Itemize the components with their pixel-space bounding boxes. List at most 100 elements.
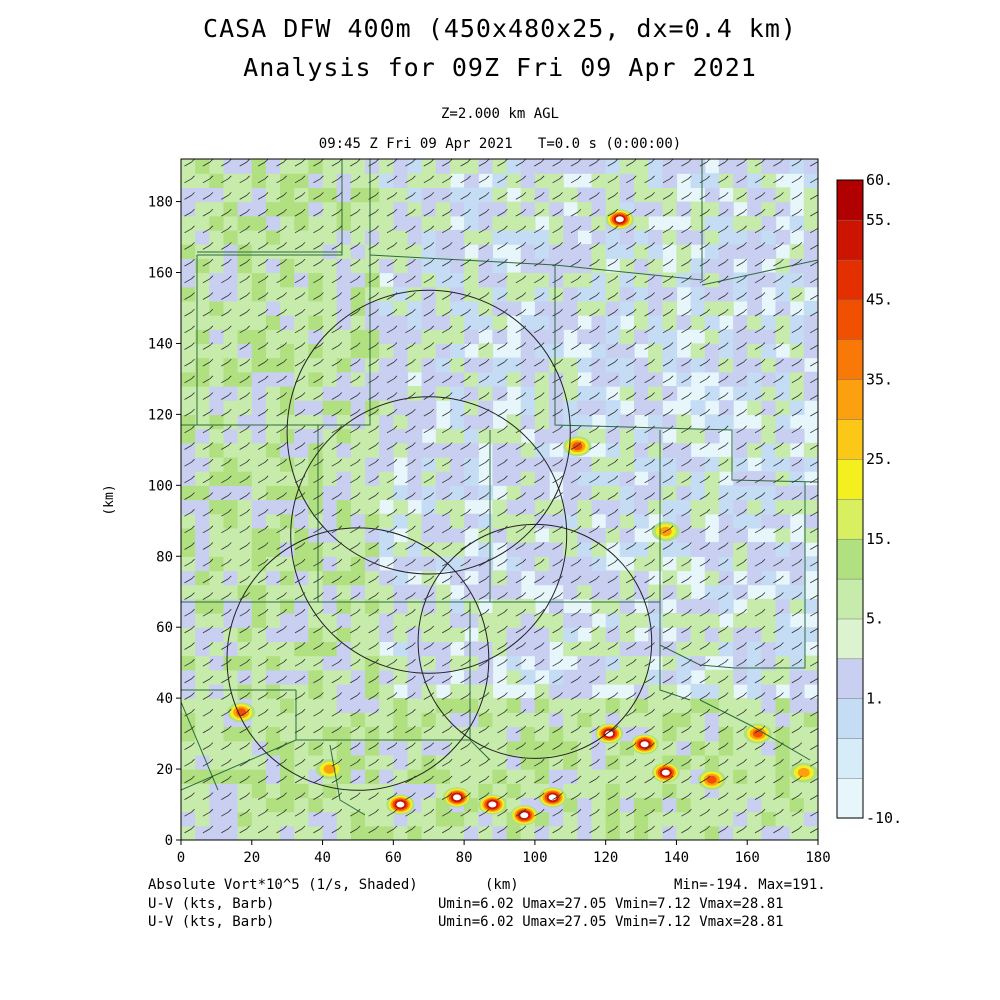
vorticity-cell (492, 627, 508, 642)
wind-barb (791, 325, 803, 334)
wind-barb (386, 475, 398, 484)
wind-barb (534, 308, 545, 317)
wind-barb (184, 225, 195, 234)
vorticity-cell (534, 173, 550, 188)
vorticity-cell (563, 272, 578, 288)
vorticity-cell (365, 201, 380, 217)
wind-barb (368, 392, 379, 400)
vorticity-cell (563, 286, 578, 302)
wind-barb (405, 825, 416, 834)
wind-barb (515, 492, 527, 500)
wind-barb (405, 342, 416, 350)
vorticity-cell (265, 272, 281, 288)
vorticity-cell (662, 542, 678, 557)
wind-barb (184, 358, 195, 367)
vorticity-cell (591, 215, 607, 231)
wind-barb (294, 558, 306, 567)
wind-barb (276, 592, 287, 600)
vorticity-cell (251, 371, 267, 387)
vorticity-cell (407, 726, 423, 742)
wind-barb (662, 725, 674, 734)
vorticity-cell (747, 329, 762, 345)
wind-barb (497, 758, 508, 767)
vorticity-cell (181, 485, 196, 501)
vorticity-cell (534, 485, 550, 501)
wind-barb (681, 658, 692, 667)
vorticity-cell (237, 173, 253, 188)
wind-barb (626, 542, 637, 550)
vorticity-cell (294, 258, 309, 274)
wind-barb (552, 808, 563, 817)
wind-barb (570, 275, 582, 284)
wind-barb (386, 725, 398, 734)
vorticity-cell (195, 598, 210, 614)
wind-barb (386, 325, 398, 334)
wind-barb (386, 442, 398, 450)
wind-barb (773, 658, 784, 667)
vorticity-cell (506, 641, 522, 657)
vorticity-cell (676, 499, 692, 515)
vorticity-cell (704, 258, 720, 274)
vorticity-cell (733, 669, 748, 685)
vorticity-cell (761, 683, 777, 699)
vorticity-cell (265, 683, 281, 699)
vorticity-cell (591, 499, 607, 515)
wind-barb (460, 458, 471, 467)
wind-barb (257, 275, 269, 284)
vorticity-cell (209, 542, 225, 557)
wind-barb (239, 292, 250, 300)
vorticity-cell (350, 613, 366, 628)
vorticity-cell (393, 272, 409, 288)
wind-barb (534, 675, 545, 684)
wind-barb (534, 208, 545, 217)
vorticity-cell (336, 286, 352, 302)
vorticity-cell (520, 201, 536, 217)
wind-barb (607, 192, 619, 200)
wind-barb (442, 258, 453, 267)
wind-barb (202, 408, 214, 417)
vorticity-cell (379, 343, 394, 359)
vorticity-cell (577, 244, 593, 259)
wind-barb (423, 642, 435, 650)
wind-barb (313, 342, 324, 350)
wind-barb (460, 392, 471, 400)
vorticity-cell (294, 769, 309, 784)
wind-barb (718, 208, 729, 217)
barb-stats-1: Umin=6.02 Umax=27.05 Vmin=7.12 Vmax=28.8… (438, 896, 784, 912)
vorticity-cell (775, 357, 791, 373)
wind-barb (773, 758, 784, 767)
wind-barb (331, 492, 343, 500)
vorticity-cell (648, 542, 663, 557)
vorticity-cell (662, 499, 678, 515)
vorticity-cell (393, 542, 409, 557)
vorticity-cell (294, 740, 309, 756)
vorticity-cell (407, 740, 423, 756)
vorticity-cell (464, 769, 479, 784)
vorticity-cell (803, 272, 818, 288)
vorticity-maximum-core (396, 801, 405, 808)
vorticity-cell (634, 201, 649, 217)
vorticity-cell (803, 244, 818, 259)
wind-barb (405, 425, 416, 434)
wind-barb (239, 425, 250, 434)
vorticity-cell (450, 386, 465, 401)
wind-barb (202, 342, 214, 350)
vorticity-cell (435, 769, 451, 784)
wind-barb (552, 308, 563, 317)
vorticity-cell (549, 386, 564, 401)
wind-barb (699, 758, 711, 767)
vorticity-cell (563, 811, 578, 827)
wind-barb (202, 775, 214, 784)
vorticity-cell (506, 598, 522, 614)
wind-barb (607, 258, 619, 267)
vorticity-cell (464, 173, 479, 188)
vorticity-cell (407, 272, 423, 288)
colorbar-segment (836, 738, 864, 779)
vorticity-cell (350, 683, 366, 699)
wind-barb (368, 342, 379, 350)
wind-barb (534, 542, 545, 550)
wind-barb (405, 725, 416, 734)
vorticity-cell (549, 286, 564, 302)
wind-barb (257, 775, 269, 784)
wind-barb (497, 542, 508, 550)
